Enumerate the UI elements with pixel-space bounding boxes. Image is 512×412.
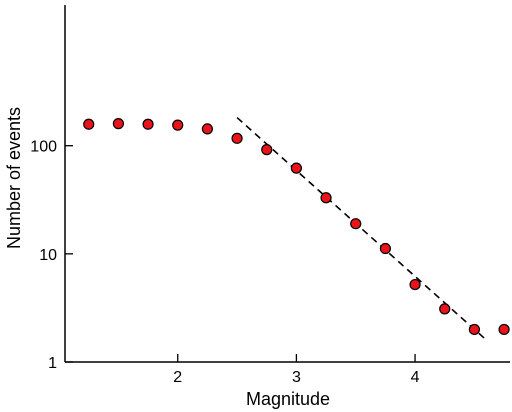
x-tick-label: 2 <box>173 369 182 386</box>
data-point <box>379 242 391 255</box>
plot-frame <box>64 5 510 363</box>
data-point <box>320 192 332 204</box>
fit-line <box>236 116 487 341</box>
data-point <box>142 118 154 130</box>
x-axis-label: Magnitude <box>246 389 330 409</box>
x-tick-label: 3 <box>292 369 301 386</box>
data-point <box>112 118 125 130</box>
y-tick-label: 100 <box>30 139 57 156</box>
x-tick-label: 4 <box>411 369 420 386</box>
data-point <box>498 323 510 336</box>
data-point <box>439 303 451 315</box>
data-point <box>468 323 480 336</box>
data-point <box>231 132 243 144</box>
y-axis-ticks: 1 10 100 <box>30 139 73 372</box>
x-axis-ticks: 2 3 4 <box>173 354 420 386</box>
y-axis-label: Number of events <box>4 107 24 249</box>
data-point <box>261 144 273 156</box>
data-point <box>350 218 362 230</box>
fit-line-group <box>236 116 487 341</box>
y-tick-label: 10 <box>39 247 57 264</box>
data-point <box>83 118 95 130</box>
y-tick-label: 1 <box>48 355 57 372</box>
data-point <box>290 162 302 174</box>
data-point <box>409 278 421 291</box>
data-points <box>83 118 510 336</box>
data-point <box>201 123 213 135</box>
data-point <box>172 119 184 131</box>
